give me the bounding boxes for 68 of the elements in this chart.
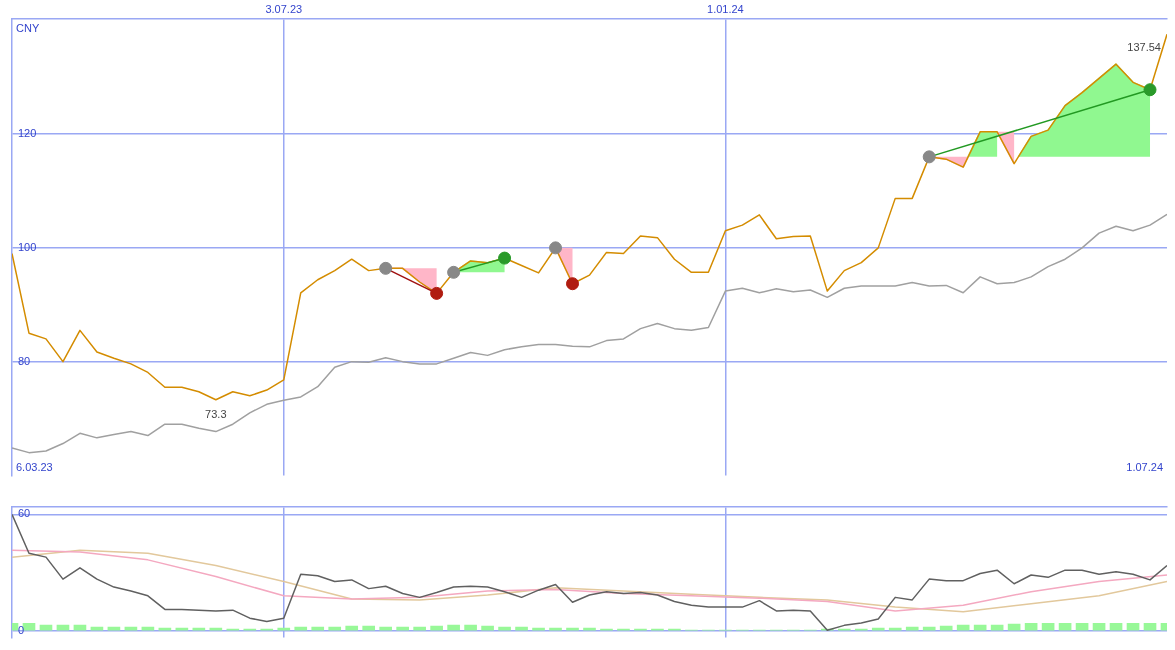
point [566,277,580,291]
bar [396,626,409,631]
point [430,286,444,300]
bar [905,626,919,631]
bar [922,626,936,631]
bar [515,626,528,631]
y-tick-label: 120 [18,127,37,140]
bar [871,627,885,631]
bar [430,625,443,631]
bar [141,626,155,631]
y-tick-label: 80 [18,354,31,367]
point [922,150,936,164]
bar [1058,622,1072,631]
bar [294,626,308,631]
bar [973,624,987,631]
bar [413,626,426,631]
bar [1126,622,1140,631]
bar [939,625,953,631]
bar [990,624,1004,631]
bar [549,627,562,631]
bar [1075,622,1089,631]
point [447,265,461,279]
bar [192,627,206,631]
bar [888,627,902,631]
annotation: 137.54 [1127,40,1161,53]
y-tick-label: 0 [18,624,25,637]
bar [566,627,579,631]
annotation: 1.07.24 [1126,460,1163,473]
point [379,261,393,275]
point [549,241,563,255]
bar [379,626,393,631]
bar [1024,622,1038,631]
bar [56,624,70,631]
bar [532,627,545,631]
bar [90,626,104,631]
bar [464,624,477,631]
x-tick-label: 3.07.23 [265,2,303,15]
bar [498,626,511,631]
bar [362,625,376,631]
point [1143,83,1157,97]
y-tick-label: 60 [18,507,31,520]
annotation: 6.03.23 [16,460,53,473]
bar [1041,622,1055,631]
bar [956,624,970,631]
point [498,251,512,265]
bar [345,625,359,631]
y-axis-title: CNY [16,21,40,34]
bar [124,626,138,631]
bar [1007,623,1021,631]
bar [481,625,494,631]
bar [1109,622,1123,631]
bar [22,622,36,631]
bar [277,627,291,631]
bar [447,624,460,631]
bar [311,626,325,631]
bar [39,624,53,631]
x-tick-label: 1.01.24 [707,2,744,15]
bar [209,627,223,631]
bar [328,626,342,631]
bar [1092,622,1106,631]
annotation: 73.3 [205,408,227,421]
bar [1143,622,1157,631]
bar [158,627,172,631]
y-tick-label: 100 [18,240,37,253]
bar [107,626,121,631]
bar [73,624,87,631]
bar [175,627,189,631]
bar [583,627,596,631]
